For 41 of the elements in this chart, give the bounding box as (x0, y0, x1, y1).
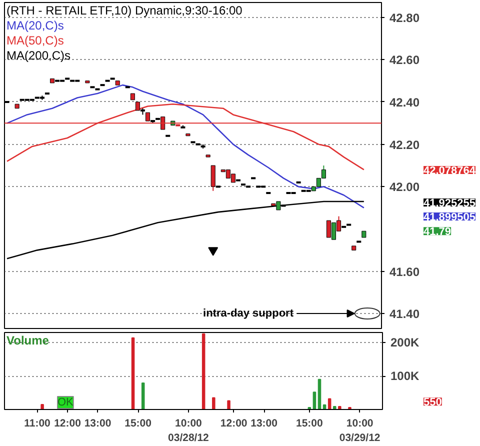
bar (318, 378, 322, 410)
annotation: intra-day support (203, 308, 294, 320)
text: MA(20,C)s (6, 18, 64, 32)
bar (131, 337, 135, 410)
bar (348, 406, 352, 410)
x-tick-label: 10:00 03/29/12 (339, 418, 380, 444)
text: MA(200,C)s (6, 48, 71, 62)
bar (332, 406, 336, 410)
y-tick-label: 41.40 (390, 307, 420, 322)
y-tick-label: 200K (390, 336, 420, 350)
line-series (6, 200, 365, 260)
bar (338, 406, 342, 410)
y-tick-label: 100K (390, 369, 420, 384)
text: 41.899505 (424, 211, 476, 224)
x-tick-label: 11:00 (24, 418, 51, 430)
bar (227, 400, 230, 410)
x-tick-label: 15:00 (124, 418, 152, 430)
bar (312, 392, 316, 410)
x-tick-label: 13:00 (84, 418, 112, 430)
line-series (6, 84, 365, 208)
x-tick-label: 15:00 (296, 418, 324, 430)
text: MA(50,C)s (6, 34, 64, 48)
chart-title: (RTH - RETAIL ETF,10) Dynamic,9:30-16:00 (6, 4, 243, 18)
y-tick-label: 42.20 (390, 138, 420, 152)
y-tick-label: 42.00 (390, 180, 420, 194)
y-tick-label: 41.60 (390, 264, 420, 279)
x-tick-label: 12:00 (220, 418, 248, 430)
chart-title: Volume (6, 334, 50, 348)
x-tick-label: 12:00 (54, 418, 82, 430)
y-tick-label: 42.40 (390, 95, 420, 110)
bar (40, 404, 44, 410)
x-tick-label: 13:00 (250, 418, 278, 430)
x-tick-label: 10:00 03/28/12 (168, 418, 210, 444)
bar (202, 333, 206, 410)
y-tick-label: 42.80 (390, 10, 420, 25)
text: 42.078764 (424, 164, 476, 177)
bar (212, 397, 216, 410)
annotation: OK (58, 396, 74, 408)
text: 41.925255 (424, 197, 476, 210)
bar (141, 382, 145, 410)
y-tick-label: 42.60 (390, 53, 420, 68)
